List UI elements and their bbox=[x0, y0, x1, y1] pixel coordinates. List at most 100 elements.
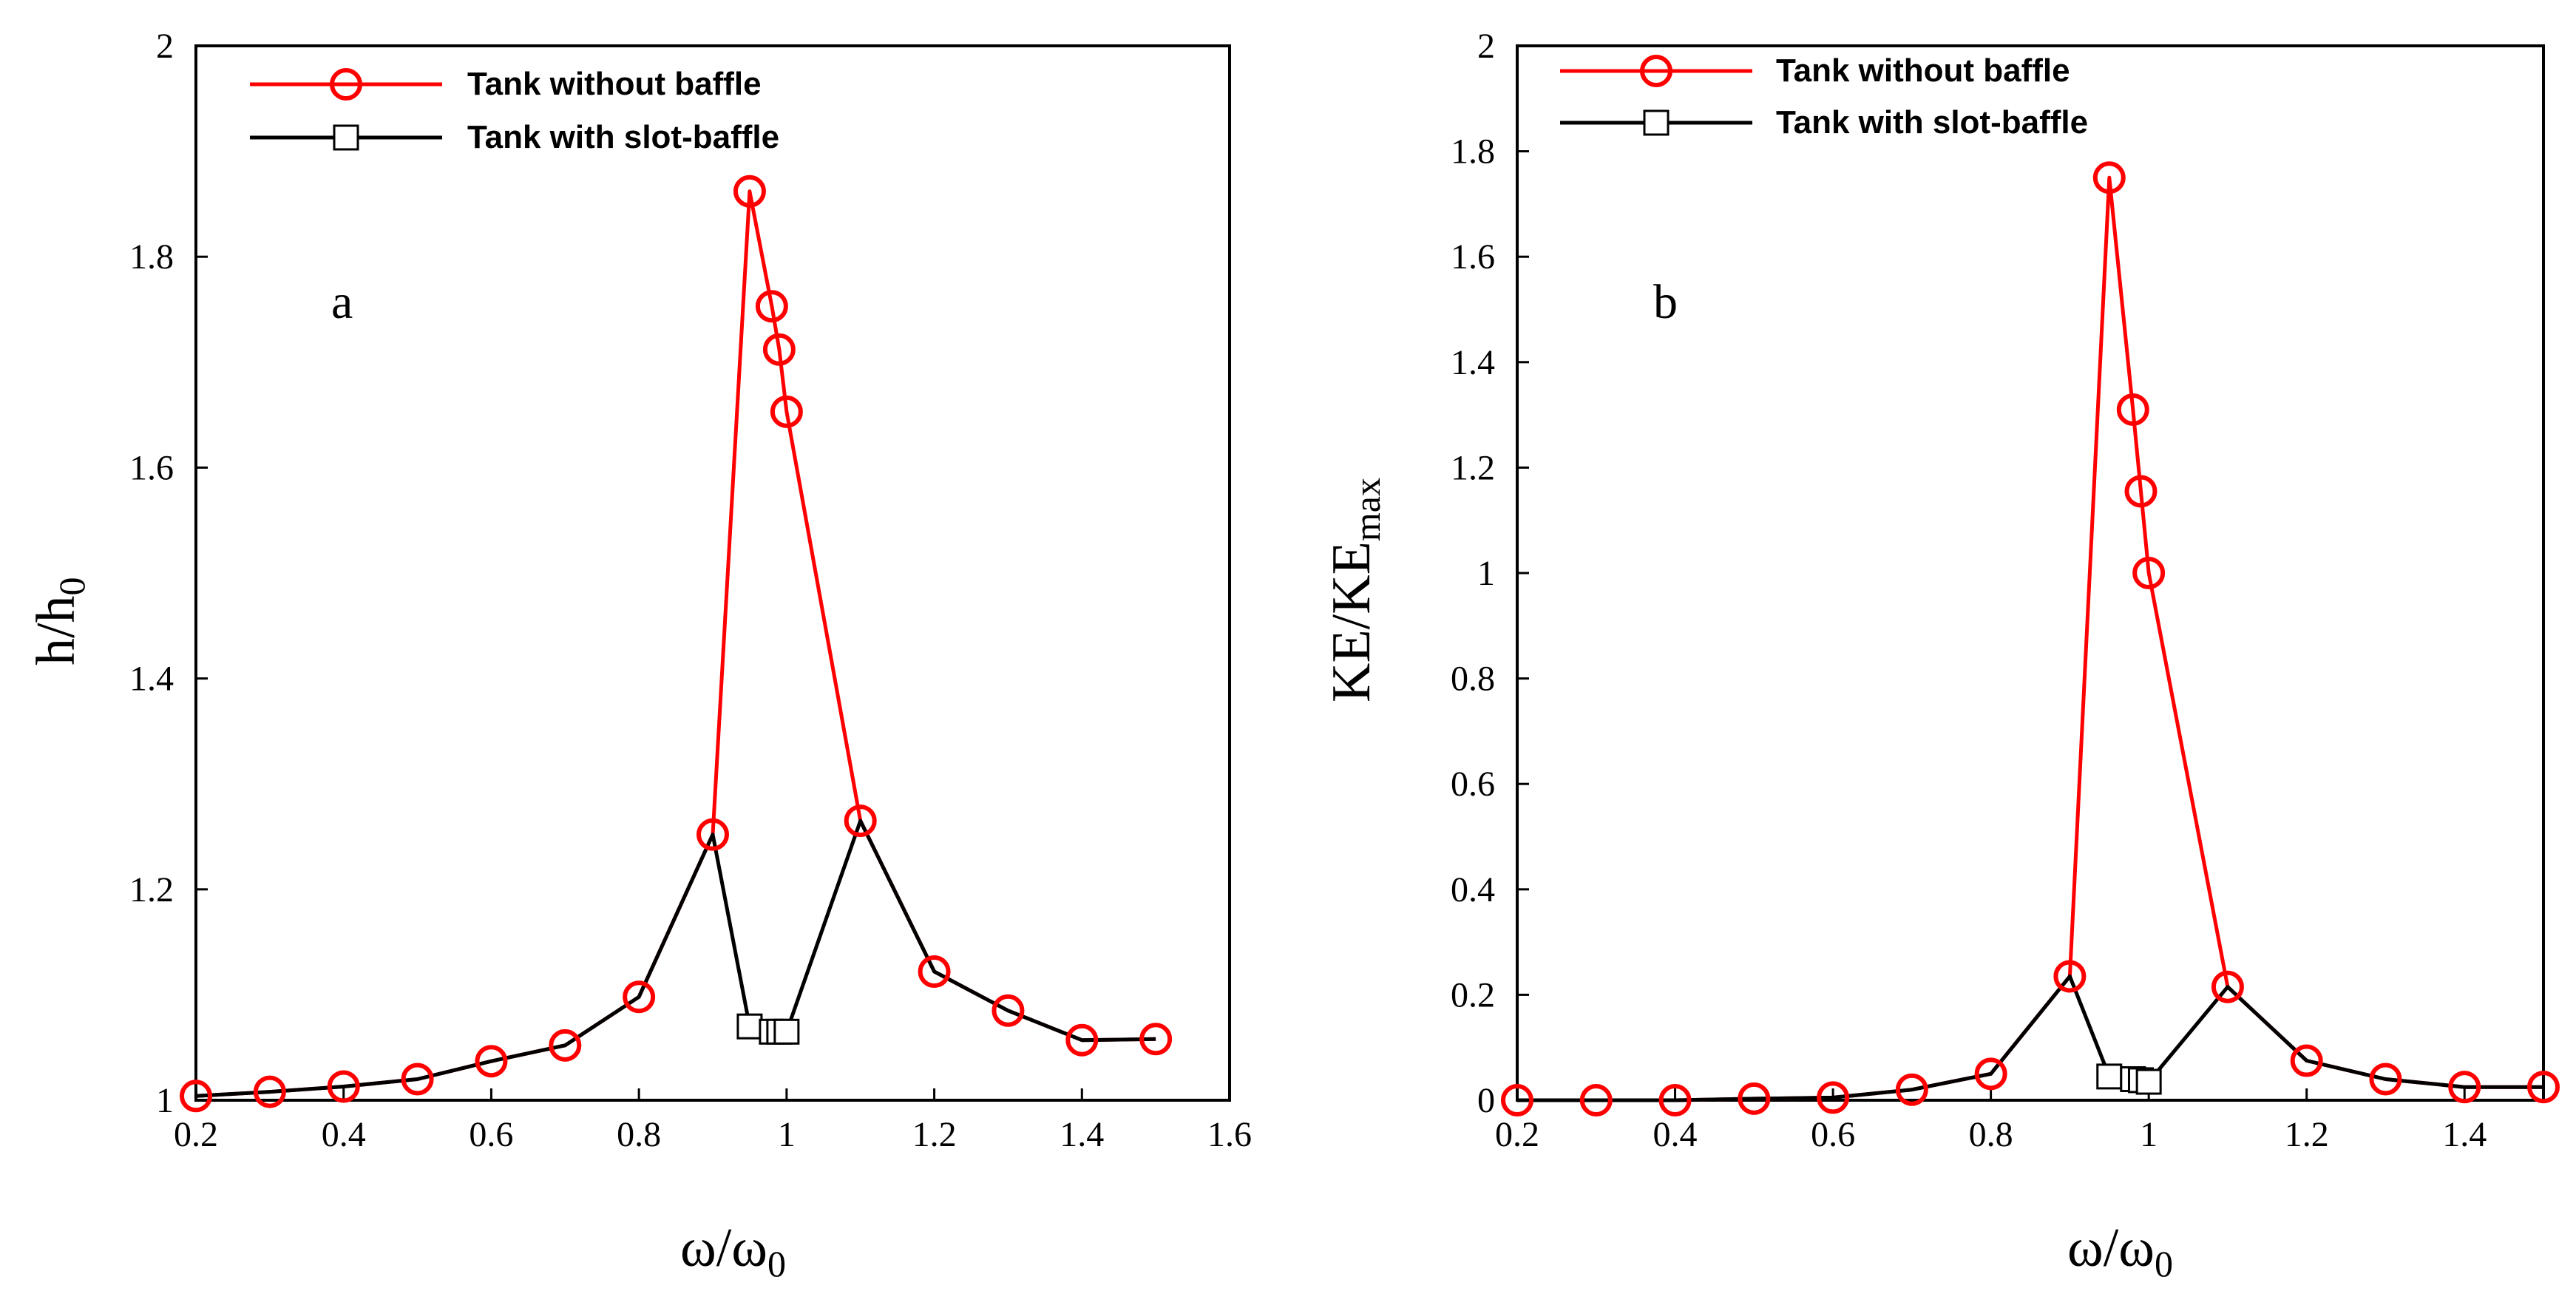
data-point-circle bbox=[2448, 1071, 2481, 1104]
data-point-circle bbox=[1579, 1084, 1613, 1117]
x-tick-label: 1.6 bbox=[1207, 1115, 1252, 1154]
x-tick-label: 1.2 bbox=[2285, 1115, 2329, 1154]
y-tick-label: 0.2 bbox=[1451, 975, 1495, 1014]
x-axis-label-main: ω/ω bbox=[680, 1218, 767, 1278]
data-point-circle bbox=[1738, 1082, 1771, 1115]
y-tick-label: 2 bbox=[156, 27, 174, 66]
data-point-circle bbox=[770, 395, 803, 428]
data-point-circle bbox=[2116, 393, 2149, 426]
y-tick-label: 1.4 bbox=[1451, 343, 1495, 382]
y-tick-label: 0 bbox=[1477, 1081, 1495, 1120]
data-point-circle bbox=[180, 1080, 212, 1113]
y-tick-label: 0.8 bbox=[1451, 660, 1495, 699]
data-point-circle bbox=[2369, 1063, 2402, 1096]
x-tick-label: 0.2 bbox=[174, 1115, 218, 1154]
x-tick-label: 0.4 bbox=[322, 1115, 366, 1154]
data-point-circle bbox=[2290, 1044, 2323, 1077]
series-line-1 bbox=[1517, 974, 2543, 1102]
data-point-circle bbox=[762, 333, 796, 366]
legend-marker-circle bbox=[1640, 55, 1672, 87]
y-axis-label: h/h0 bbox=[26, 577, 92, 665]
data-point-circle bbox=[1817, 1081, 1850, 1114]
panel-label: a bbox=[331, 275, 353, 329]
data-point-circle bbox=[2053, 960, 2087, 993]
data-point-circle bbox=[992, 994, 1025, 1027]
x-tick-label: 1.4 bbox=[2442, 1115, 2487, 1154]
data-point-circle bbox=[918, 955, 951, 989]
data-point-circle bbox=[696, 818, 729, 851]
legend-label-slot-baffle: Tank with slot-baffle bbox=[467, 119, 779, 155]
panel-b: 0.2 0.4 0.6 0.8 1 1.2 1.4 0 0.2 0.4 0.6 0.8 1 1.2 1.4… bbox=[1321, 27, 2560, 1284]
y-tick-label: 2 bbox=[1477, 27, 1495, 66]
data-point-circle bbox=[401, 1063, 434, 1096]
data-point-circle bbox=[844, 804, 877, 838]
y-axis-label: KE/KEmax bbox=[1321, 478, 1388, 702]
x-tick-label: 0.8 bbox=[617, 1115, 661, 1154]
x-tick-label: 1 bbox=[2140, 1115, 2158, 1154]
data-point-square bbox=[736, 1013, 763, 1040]
y-tick-label: 1.6 bbox=[129, 448, 174, 487]
panel-a: 0.2 0.4 0.6 0.8 1 1.2 1.4 1.6 1 1.2 1.4 1.6 1.8 2 Ta… bbox=[26, 27, 1252, 1284]
y-ticks: 1 1.2 1.4 1.6 1.8 2 bbox=[129, 27, 208, 1120]
x-tick-label: 1.4 bbox=[1060, 1115, 1104, 1154]
data-point-circle bbox=[623, 980, 656, 1014]
y-axis-label-subscript: 0 bbox=[51, 577, 92, 595]
x-tick-label: 0.6 bbox=[469, 1115, 513, 1154]
data-point-square bbox=[2135, 1068, 2162, 1095]
y-tick-label: 1 bbox=[156, 1081, 174, 1120]
x-tick-label: 1 bbox=[778, 1115, 796, 1154]
legend: Tank without baffle Tank with slot-baffl… bbox=[250, 66, 779, 155]
x-tick-label: 0.6 bbox=[1811, 1115, 1855, 1154]
data-point-circle bbox=[2092, 161, 2126, 194]
x-axis-label-main: ω/ω bbox=[2067, 1218, 2155, 1278]
data-point-circle bbox=[1139, 1023, 1173, 1056]
y-tick-label: 0.4 bbox=[1451, 870, 1495, 909]
x-ticks: 0.2 0.4 0.6 0.8 1 1.2 1.4 1.6 bbox=[174, 1088, 1252, 1154]
y-ticks: 0 0.2 0.4 0.6 0.8 1 1.2 1.4 1.6 1.8 2 bbox=[1451, 27, 1529, 1120]
data-point-circle bbox=[1658, 1084, 1692, 1117]
y-tick-label: 1.6 bbox=[1451, 237, 1495, 277]
legend-label-without-baffle: Tank without baffle bbox=[1776, 52, 2070, 89]
y-tick-label: 1.2 bbox=[129, 870, 174, 909]
y-tick-label: 0.6 bbox=[1451, 765, 1495, 804]
panel-label: b bbox=[1653, 275, 1678, 329]
y-axis-label-main: KE/KE bbox=[1321, 541, 1382, 702]
data-point-circle bbox=[549, 1029, 582, 1062]
y-tick-label: 1 bbox=[1477, 554, 1495, 593]
x-axis-label: ω/ω0 bbox=[2067, 1218, 2173, 1284]
y-axis-label-main: h/h bbox=[26, 595, 87, 665]
data-point-circle bbox=[2124, 475, 2158, 508]
data-point-square bbox=[2096, 1063, 2123, 1090]
y-tick-label: 1.8 bbox=[129, 237, 174, 277]
x-axis-label-subscript: 0 bbox=[2155, 1243, 2173, 1284]
plot-frame bbox=[194, 44, 1231, 1102]
x-axis-label-subscript: 0 bbox=[767, 1243, 786, 1284]
data-point-circle bbox=[2211, 970, 2244, 1003]
series-markers bbox=[1501, 161, 2560, 1117]
y-tick-label: 1.4 bbox=[129, 660, 174, 699]
data-point-circle bbox=[2527, 1071, 2560, 1104]
y-tick-label: 1.2 bbox=[1451, 448, 1495, 487]
data-point-circle bbox=[2132, 557, 2166, 589]
plot-frame bbox=[1516, 44, 2545, 1102]
legend: Tank without baffle Tank with slot-baffl… bbox=[1560, 52, 2088, 140]
legend-marker-square bbox=[333, 124, 359, 151]
y-tick-label: 1.8 bbox=[1451, 132, 1495, 172]
x-tick-label: 1.2 bbox=[912, 1115, 957, 1154]
data-point-circle bbox=[253, 1075, 286, 1108]
data-point-circle bbox=[1065, 1023, 1099, 1057]
x-tick-label: 0.4 bbox=[1653, 1115, 1698, 1154]
data-point-circle bbox=[733, 174, 766, 208]
data-point-square bbox=[773, 1018, 800, 1045]
x-ticks: 0.2 0.4 0.6 0.8 1 1.2 1.4 bbox=[1495, 1088, 2487, 1154]
legend-label-without-baffle: Tank without baffle bbox=[467, 66, 762, 102]
series-line-1 bbox=[195, 819, 1156, 1098]
x-tick-label: 0.8 bbox=[1969, 1115, 2013, 1154]
legend-label-slot-baffle: Tank with slot-baffle bbox=[1776, 104, 2088, 140]
legend-marker-square bbox=[1643, 109, 1670, 136]
data-point-circle bbox=[1974, 1057, 2007, 1091]
legend-marker-circle bbox=[330, 68, 362, 101]
y-axis-label-subscript: max bbox=[1346, 478, 1388, 541]
data-point-circle bbox=[1501, 1084, 1533, 1117]
